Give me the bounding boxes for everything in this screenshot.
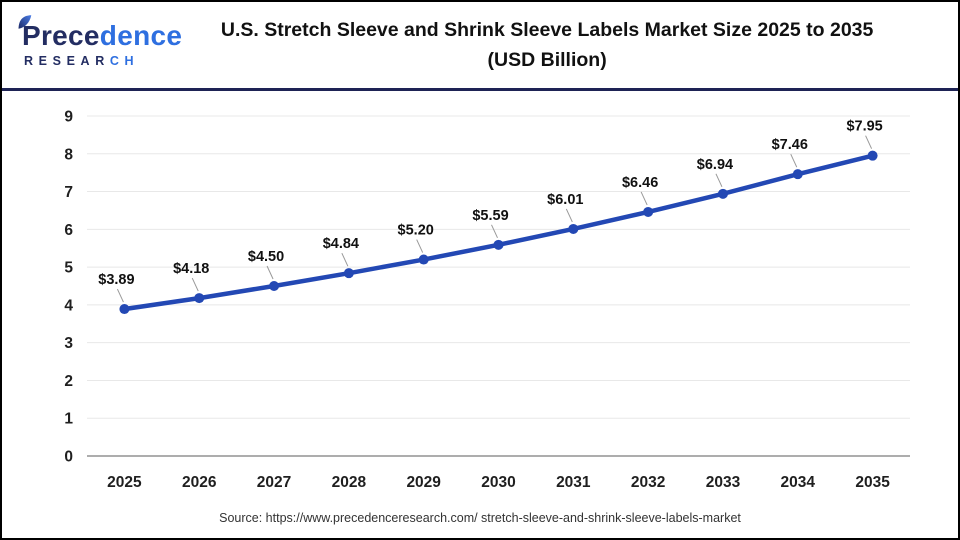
y-axis-tick-label: 9 (64, 109, 73, 126)
data-point-label: $3.89 (98, 272, 134, 288)
x-axis-tick-label: 2035 (855, 474, 890, 491)
x-axis-tick-label: 2026 (182, 474, 217, 491)
data-point-label: $4.50 (248, 249, 284, 265)
x-axis-tick-label: 2034 (781, 474, 816, 491)
logo-subtext-resear: RESEAR (24, 54, 110, 68)
data-point-marker (269, 281, 280, 291)
logo-text-prece: Prece (22, 20, 100, 51)
chart-title-line1: U.S. Stretch Sleeve and Shrink Sleeve La… (220, 18, 874, 41)
precedence-research-logo: Precedence RESEARCH (18, 15, 183, 68)
data-point-marker (343, 268, 354, 279)
data-point-markers (119, 150, 878, 315)
gridlines (87, 115, 910, 457)
data-point-label: $4.84 (323, 236, 359, 252)
data-point-marker (867, 150, 878, 161)
x-axis-tick-label: 2025 (107, 474, 142, 491)
header-divider (2, 88, 958, 91)
data-point-label: $6.46 (622, 175, 658, 191)
y-axis-tick-label: 0 (64, 449, 73, 466)
label-leader-lines (116, 135, 873, 303)
label-leader-line (341, 252, 349, 267)
chart-title-line2: (USD Billion) (487, 49, 607, 71)
logo-text-dence: dence (99, 20, 183, 51)
data-point-label: $6.01 (547, 192, 583, 208)
y-axis-tick-label: 4 (64, 297, 73, 314)
x-axis-tick-label: 2027 (257, 474, 291, 491)
chart-title: U.S. Stretch Sleeve and Shrink Sleeve La… (182, 15, 940, 75)
y-axis-tick-label: 1 (64, 411, 73, 428)
x-axis-tick-label: 2028 (332, 474, 367, 491)
y-axis-tick-label: 3 (64, 335, 73, 352)
y-axis-tick-label: 8 (64, 146, 73, 163)
data-point-label: $7.46 (772, 137, 808, 153)
label-leader-line (266, 265, 274, 280)
label-leader-line (790, 153, 798, 168)
data-point-label: $4.18 (173, 261, 209, 277)
x-axis-tick-label: 2033 (706, 474, 741, 491)
data-point-marker (717, 188, 728, 199)
x-axis-tick-labels: 2025 2026 2027 2028 2029 2030 2031 2032 2033 2034… (107, 474, 890, 491)
data-point-label: $5.20 (398, 223, 434, 239)
data-point-marker (493, 239, 504, 250)
label-leader-line (491, 224, 498, 239)
y-axis-tick-labels: 0 1 2 3 4 5 6 7 8 9 (64, 109, 73, 466)
data-point-label: $5.59 (472, 208, 508, 224)
label-leader-line (416, 239, 424, 253)
label-leader-line (191, 277, 199, 292)
y-axis-tick-label: 5 (64, 260, 73, 277)
x-axis-tick-label: 2032 (631, 474, 665, 491)
y-axis-tick-label: 2 (64, 373, 73, 390)
data-point-marker (792, 169, 803, 180)
y-axis-tick-label: 7 (64, 184, 73, 201)
data-point-marker (119, 304, 130, 315)
data-point-labels: $3.89 $4.18 $4.50 $4.84 $5.20 $5.59 $6.01 $6.46… (98, 119, 882, 288)
label-leader-line (715, 173, 723, 188)
data-point-marker (194, 293, 205, 304)
data-point-label: $7.95 (846, 119, 882, 135)
y-axis-tick-label: 6 (64, 222, 73, 239)
x-axis-tick-label: 2030 (481, 474, 515, 491)
data-point-marker (643, 206, 654, 217)
x-axis-tick-label: 2031 (556, 474, 591, 491)
data-point-marker (418, 254, 429, 265)
logo-subtext: RESEARCH (20, 54, 139, 68)
label-leader-line (116, 288, 124, 303)
x-axis-tick-label: 2029 (406, 474, 441, 491)
logo-wordmark: Precedence (18, 15, 183, 51)
source-attribution: Source: https://www.precedenceresearch.c… (219, 511, 741, 525)
header: Precedence RESEARCH U.S. Stretch Sleeve … (2, 2, 958, 88)
label-leader-line (565, 208, 573, 223)
series-line (122, 153, 875, 312)
logo-leaf-icon (18, 15, 32, 29)
data-point-marker (568, 223, 579, 234)
label-leader-line (865, 135, 873, 149)
label-leader-line (640, 191, 648, 206)
data-point-label: $6.94 (697, 157, 733, 173)
logo-subtext-ch: CH (109, 54, 140, 68)
